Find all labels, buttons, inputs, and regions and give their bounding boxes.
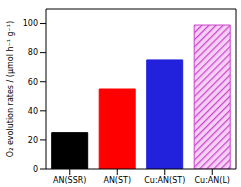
svg-text:AN(ST): AN(ST) xyxy=(103,176,131,185)
svg-text:Cu:AN(ST): Cu:AN(ST) xyxy=(144,176,185,185)
svg-text:0: 0 xyxy=(33,165,38,174)
svg-text:O₂ evolution rates / (μmol h⁻¹: O₂ evolution rates / (μmol h⁻¹ g⁻¹) xyxy=(8,21,15,157)
svg-text:100: 100 xyxy=(23,19,38,28)
svg-text:80: 80 xyxy=(28,48,38,57)
svg-text:Cu:AN(L): Cu:AN(L) xyxy=(194,176,230,185)
svg-text:20: 20 xyxy=(28,136,38,145)
svg-text:40: 40 xyxy=(28,107,38,116)
svg-text:AN(SSR): AN(SSR) xyxy=(53,176,86,185)
svg-text:60: 60 xyxy=(28,78,38,87)
